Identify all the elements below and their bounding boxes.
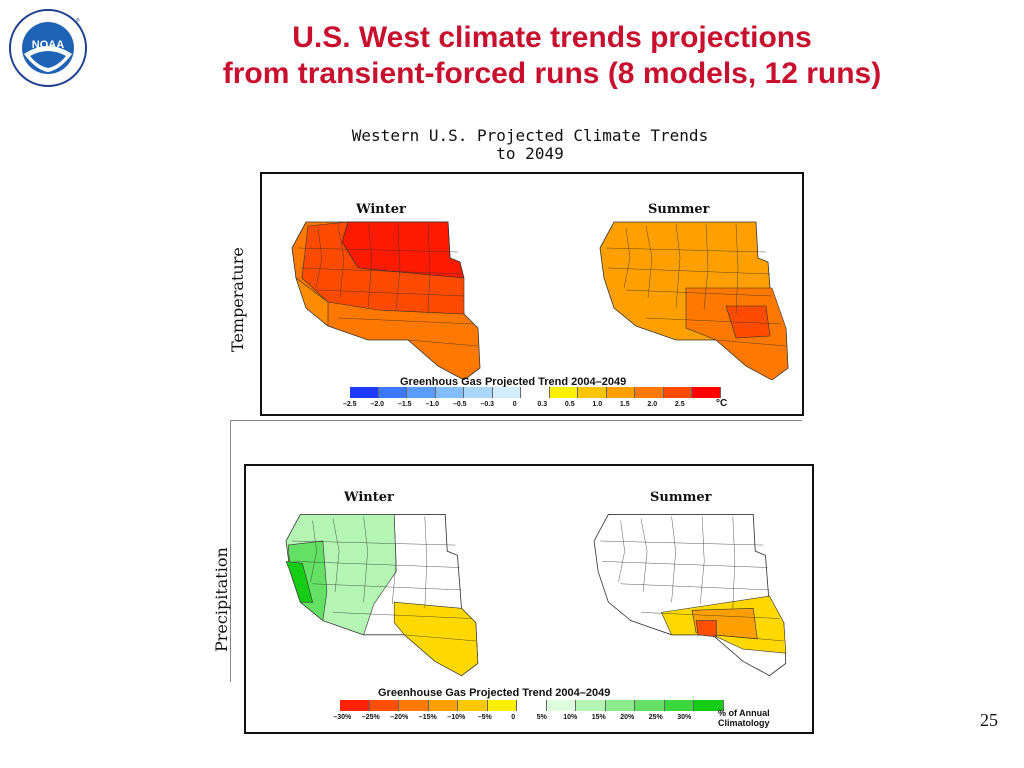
- precipitation-legend-tick: –15%: [418, 714, 437, 721]
- noaa-logo: NOAA ®: [9, 9, 87, 87]
- temperature-legend-tick: –2.0: [370, 401, 385, 408]
- precipitation-legend-tick: –10%: [447, 714, 466, 721]
- temperature-legend-swatch: [606, 387, 635, 398]
- precipitation-legend-swatch: [517, 700, 547, 711]
- precipitation-winter-map: [285, 514, 479, 677]
- precipitation-legend-unit-line1: % of Annual: [718, 708, 770, 718]
- precipitation-legend-swatch: [664, 700, 694, 711]
- slide-title-line2: from transient-forced runs (8 models, 12…: [222, 57, 882, 90]
- precipitation-summer-map: [593, 514, 787, 677]
- precipitation-legend-swatch: [546, 700, 576, 711]
- precipitation-legend-tick: 0: [511, 714, 516, 721]
- separator-line: [230, 420, 802, 421]
- logo-text: NOAA: [32, 39, 64, 51]
- precipitation-legend-tick: 20%: [620, 714, 635, 721]
- page-number: 25: [980, 710, 998, 730]
- svg-text:®: ®: [76, 17, 80, 24]
- precipitation-summer-label: Summer: [650, 490, 712, 505]
- figure-title-line1: Western U.S. Projected Climate Trends: [351, 126, 709, 145]
- slide-title: U.S. West climate trends projections fro…: [100, 20, 1004, 92]
- temperature-winter-map: [291, 221, 481, 380]
- temperature-legend-swatch: [635, 387, 664, 398]
- temperature-winter-label: Winter: [356, 202, 406, 217]
- precipitation-legend-title: Greenhouse Gas Projected Trend 2004–2049: [378, 687, 611, 699]
- precipitation-legend-swatch: [340, 700, 370, 711]
- precipitation-side-label: Precipitation: [212, 547, 231, 652]
- temperature-legend-swatch: [663, 387, 692, 398]
- precipitation-legend-tick: –25%: [361, 714, 380, 721]
- precipitation-legend-tick: –5%: [477, 714, 492, 721]
- temperature-legend-swatch: [350, 387, 379, 398]
- temperature-legend-tick: –1.0: [425, 401, 440, 408]
- precipitation-legend-swatch: [428, 700, 458, 711]
- precipitation-legend-swatch: [605, 700, 635, 711]
- temperature-legend-swatch: [549, 387, 578, 398]
- temperature-legend-swatch: [407, 387, 436, 398]
- precipitation-legend-unit-line2: Climatology: [718, 718, 770, 728]
- separator-line-vertical: [230, 420, 231, 682]
- precipitation-legend-bar: [340, 700, 724, 711]
- precipitation-winter-label: Winter: [344, 490, 394, 505]
- temperature-legend-tick: 1.5: [619, 401, 630, 408]
- precipitation-legend-tick: 30%: [677, 714, 692, 721]
- temperature-legend-tick: 0: [512, 401, 517, 408]
- temperature-legend-tick: 0.5: [564, 401, 575, 408]
- figure-title-line2: to 2049: [496, 144, 564, 163]
- precipitation-legend-swatch: [458, 700, 488, 711]
- temperature-legend-title: Greenhous Gas Projected Trend 2004–2049: [400, 376, 627, 388]
- temperature-side-label: Temperature: [228, 247, 247, 352]
- temperature-legend-swatch: [692, 387, 721, 398]
- temperature-legend-swatch: [521, 387, 550, 398]
- temperature-legend-tick: 2.0: [647, 401, 658, 408]
- temperature-legend-swatch: [464, 387, 493, 398]
- temperature-legend-tick: –2.5: [342, 401, 357, 408]
- temperature-legend-tick: 0.3: [537, 401, 548, 408]
- precipitation-legend-swatch: [399, 700, 429, 711]
- temperature-legend-tick: 2.5: [674, 401, 685, 408]
- temperature-legend-swatch: [435, 387, 464, 398]
- precipitation-legend-swatch: [487, 700, 517, 711]
- precipitation-legend-tick: 25%: [648, 714, 663, 721]
- temperature-legend-unit: °C: [716, 398, 728, 409]
- temperature-legend-swatch: [578, 387, 607, 398]
- temperature-summer-label: Summer: [648, 202, 710, 217]
- temperature-legend-swatch: [492, 387, 521, 398]
- slide-title-line1: U.S. West climate trends projections: [292, 21, 812, 54]
- precipitation-legend-swatch: [576, 700, 606, 711]
- precipitation-legend-tick: –30%: [333, 714, 352, 721]
- precipitation-legend-swatch: [694, 700, 724, 711]
- temperature-legend-bar: [350, 387, 721, 398]
- temperature-summer-map: [599, 221, 789, 380]
- precipitation-legend-swatch: [369, 700, 399, 711]
- temperature-legend-tick: –0.5: [452, 401, 467, 408]
- precipitation-legend-tick: 5%: [536, 714, 547, 721]
- temperature-legend-ticks: –2.5 –2.0 –1.5 –1.0 –0.5 –0.3 0 0.3 0.5 1.0 1.5 2.0…: [336, 401, 694, 408]
- precipitation-legend-tick: 15%: [591, 714, 606, 721]
- precipitation-legend-swatch: [635, 700, 665, 711]
- precipitation-legend-tick: –20%: [390, 714, 409, 721]
- precipitation-legend-tick: 10%: [563, 714, 578, 721]
- temperature-legend-tick: –0.3: [480, 401, 495, 408]
- temperature-legend-swatch: [378, 387, 407, 398]
- temperature-legend-tick: –1.5: [397, 401, 412, 408]
- temperature-legend-tick: 1.0: [592, 401, 603, 408]
- precipitation-legend-ticks: –30% –25% –20% –15% –10% –5% 0 5% 10% 15% 20% 25% 30…: [328, 714, 699, 721]
